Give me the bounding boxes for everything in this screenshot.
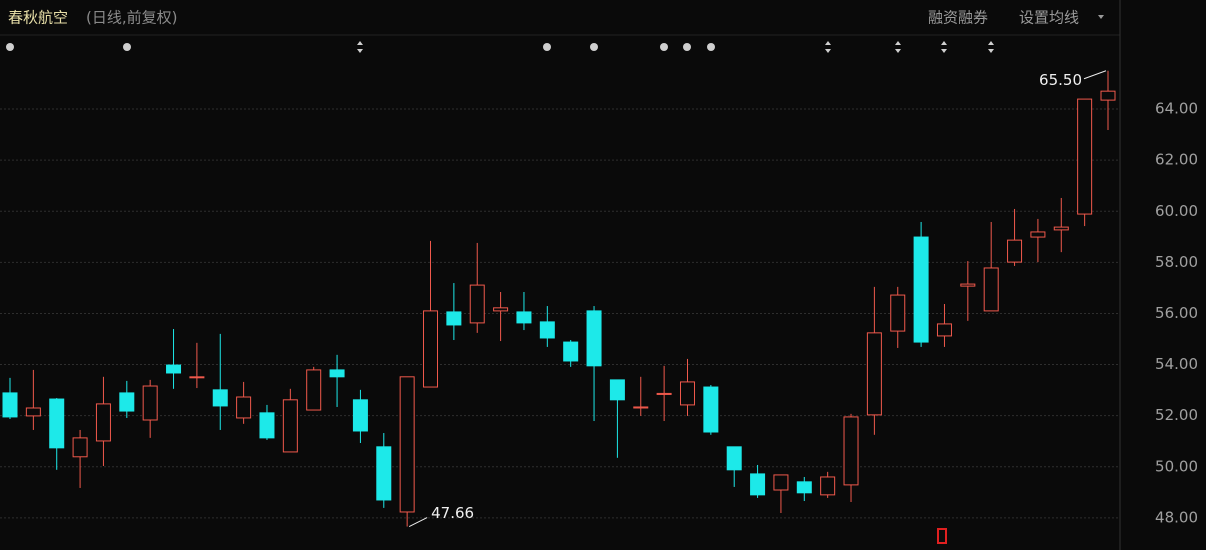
dropdown-arrow[interactable] (1098, 15, 1104, 19)
candle-body (750, 473, 766, 496)
margin-icon[interactable] (937, 528, 947, 544)
candle-body (236, 396, 252, 419)
stock-name: 春秋航空 (8, 9, 68, 27)
candle-body (189, 376, 205, 379)
candle-body (586, 310, 602, 367)
candle-body (2, 392, 18, 418)
event-icon[interactable] (683, 43, 691, 51)
annotation-label: 47.66 (431, 504, 474, 522)
candle-body (820, 476, 836, 496)
event-icon[interactable] (6, 43, 14, 51)
candle-body (656, 392, 672, 395)
candle-body (563, 341, 579, 362)
candle-body (329, 369, 345, 378)
candle-body (679, 381, 695, 406)
candle-body (142, 385, 158, 421)
candle-body (726, 446, 742, 471)
event-icon[interactable] (123, 43, 131, 51)
margin-button[interactable]: 融资融券 (928, 9, 988, 27)
candle-body (1053, 226, 1069, 231)
annotation-label: 65.50 (1039, 71, 1082, 89)
event-icons (6, 41, 994, 53)
candle-body (936, 323, 952, 337)
candle-body (866, 332, 882, 416)
candle-body (72, 437, 88, 458)
candle-body (843, 416, 859, 486)
candle-body (259, 412, 275, 439)
y-tick-label: 54.00 (1155, 355, 1198, 373)
y-tick-label: 64.00 (1155, 100, 1198, 118)
candle-body (95, 403, 111, 442)
event-icon[interactable] (357, 41, 363, 53)
candle-body (1100, 90, 1116, 101)
chart-mode: (日线,前复权) (86, 9, 177, 27)
candle-body (352, 399, 368, 432)
y-tick-label: 56.00 (1155, 304, 1198, 322)
candle-body (493, 307, 509, 312)
candle-body (212, 389, 228, 407)
candle-body (983, 267, 999, 312)
event-icon[interactable] (660, 43, 668, 51)
candle-body (423, 310, 439, 388)
ma-settings-button[interactable]: 设置均线 (1019, 9, 1079, 27)
y-tick-label: 60.00 (1155, 202, 1198, 220)
candle-body (609, 379, 625, 401)
candle-body (166, 364, 182, 374)
candle-body (376, 446, 392, 501)
candle-body (960, 283, 976, 287)
candle-body (796, 481, 812, 494)
candle-body (25, 407, 41, 417)
candle-body (773, 474, 789, 491)
candle-body (49, 398, 65, 449)
y-tick-label: 50.00 (1155, 457, 1198, 475)
candle-body (913, 236, 929, 343)
annotation-arrow (1083, 70, 1107, 80)
annotation-arrow (408, 517, 428, 527)
y-tick-label: 48.00 (1155, 508, 1198, 526)
event-icon[interactable] (590, 43, 598, 51)
candle-body (1030, 231, 1046, 238)
y-tick-label: 58.00 (1155, 253, 1198, 271)
candle-body (516, 311, 532, 324)
candle-body (469, 284, 485, 324)
candle-body (306, 369, 322, 411)
candle-body (399, 376, 415, 513)
event-icon[interactable] (707, 43, 715, 51)
event-icon[interactable] (543, 43, 551, 51)
y-tick-label: 62.00 (1155, 151, 1198, 169)
candle-body (890, 294, 906, 332)
y-tick-label: 52.00 (1155, 406, 1198, 424)
candle-body (446, 311, 462, 326)
candle-body (633, 406, 649, 409)
candle-body (539, 321, 555, 339)
candle-body (282, 399, 298, 453)
candle-body (703, 386, 719, 433)
candle-body (1077, 98, 1093, 215)
candle-body (1007, 239, 1023, 263)
candle-body (119, 392, 135, 412)
